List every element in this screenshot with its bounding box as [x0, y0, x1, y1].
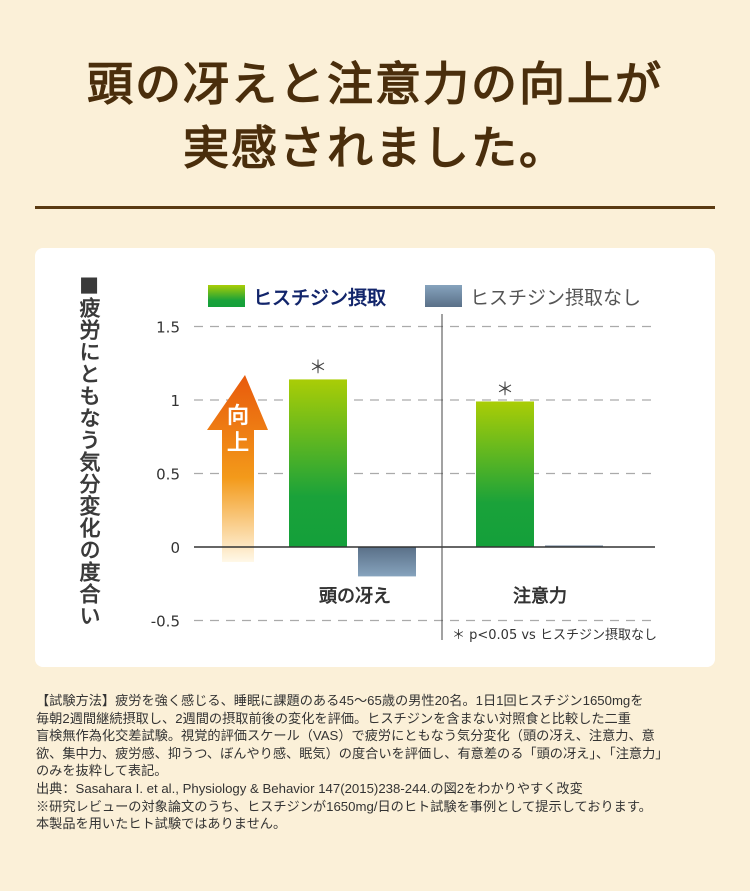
improvement-arrow — [207, 375, 268, 562]
y-axis-label: ■疲労にともなう気分変化の度合い — [77, 272, 101, 627]
legend-label-with: ヒスチジン摂取 — [253, 286, 386, 309]
note-line: 出典：Sasahara I. et al., Physiology & Beha… — [36, 780, 583, 796]
y-tick-label: 1 — [170, 392, 180, 410]
arrow-label: 上 — [227, 431, 249, 456]
note-line: 欲、集中力、疲労感、抑うつ、ぼんやり感、眠気）の度合いを評価し、有意差のる「頭の… — [36, 745, 669, 761]
chart-card — [35, 248, 715, 667]
y-tick-label: 1.5 — [156, 319, 180, 337]
note-line: 盲検無作為化交差試験。視覚的評価スケール（VAS）で疲労にともなう気分変化（頭の… — [36, 728, 655, 744]
legend-swatch-with — [208, 285, 245, 307]
title-line: 頭の冴えと注意力の向上が — [87, 57, 663, 111]
y-tick-label: -0.5 — [151, 613, 180, 631]
divider — [35, 206, 715, 209]
significance-footnote: ＊ p<0.05 vs ヒスチジン摂取なし — [452, 627, 657, 643]
note-line: ※研究レビューの対象論文のうち、ヒスチジンが1650mg/日のヒト試験を事例とし… — [36, 798, 652, 814]
bar-without-histidine — [358, 547, 416, 577]
page-title: 頭の冴えと注意力の向上が 実感されました。 — [0, 52, 750, 180]
category-label: 頭の冴え — [319, 586, 391, 607]
y-tick-label: 0 — [170, 539, 180, 557]
category-label: 注意力 — [513, 585, 567, 607]
legend: ヒスチジン摂取 ヒスチジン摂取なし — [208, 285, 641, 309]
arrow-label: 向 — [227, 403, 249, 429]
note-line: 毎朝2週間継続摂取し、2週間の摂取前後の変化を評価。ヒスチジンを含まない対照食と… — [36, 710, 631, 726]
bar-with-histidine — [476, 401, 534, 547]
legend-label-without: ヒスチジン摂取なし — [470, 287, 641, 309]
title-line: 実感されました。 — [183, 121, 567, 175]
legend-swatch-without — [425, 285, 462, 307]
note-line: のみを抜粋して表記。 — [36, 763, 168, 779]
y-tick-label: 0.5 — [156, 466, 180, 484]
note-line: 【試験方法】疲労を強く感じる、睡眠に課題のある45～65歳の男性20名。1日1回… — [36, 693, 644, 708]
bar-with-histidine — [289, 379, 347, 547]
study-notes: 【試験方法】疲労を強く感じる、睡眠に課題のある45～65歳の男性20名。1日1回… — [36, 692, 726, 833]
significance-mark: ＊ — [496, 379, 514, 400]
significance-mark: ＊ — [309, 357, 327, 378]
note-line: 本製品を用いたヒト試験ではありません。 — [36, 816, 287, 832]
